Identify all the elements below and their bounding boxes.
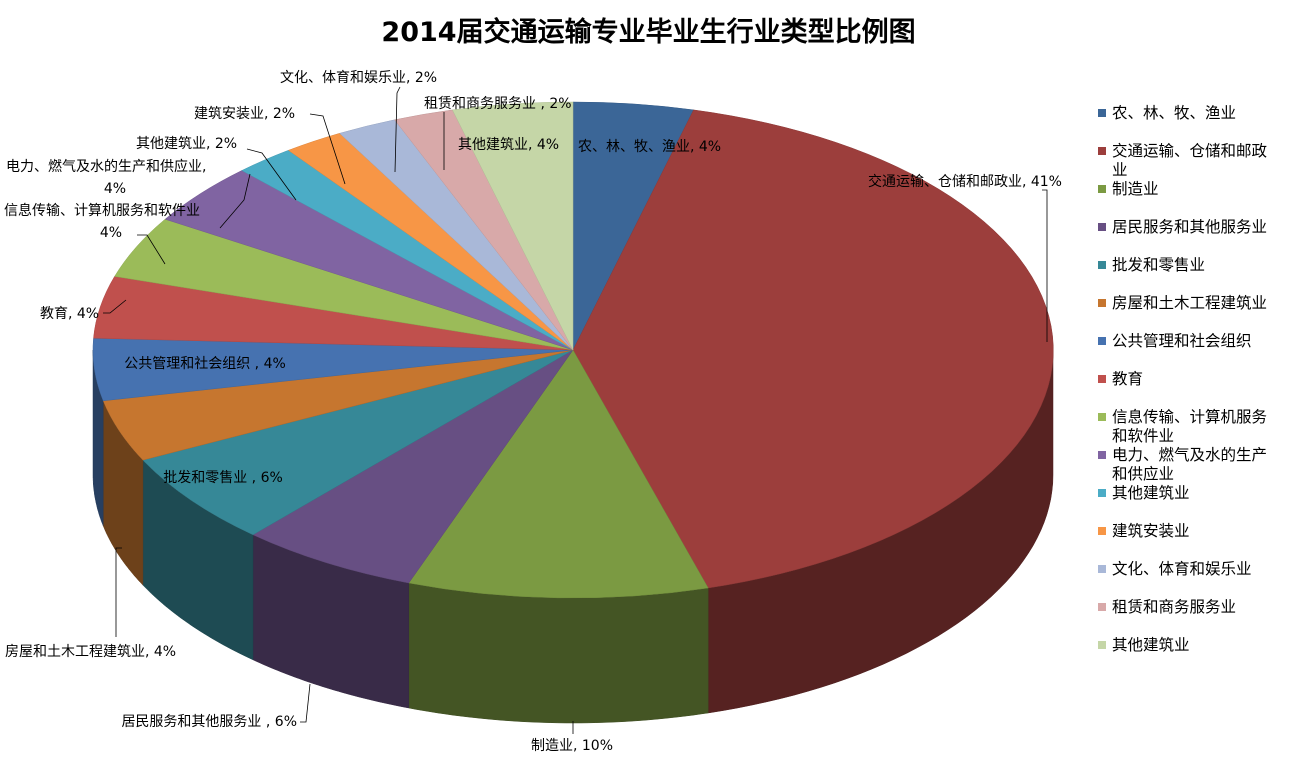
slice-label-13: 文化、体育和娱乐业, 2% — [280, 70, 437, 86]
slice-label-3: 制造业, 10% — [531, 738, 613, 754]
legend-label: 文化、体育和娱乐业 — [1112, 560, 1292, 579]
legend-swatch — [1098, 375, 1106, 383]
legend-label-line: 批发和零售业 — [1112, 256, 1206, 274]
slice-label-5: 批发和零售业 , 6% — [163, 470, 283, 486]
leader-line-10 — [219, 173, 251, 229]
slice-label-10-line-1: 电力、燃气及水的生产和供应业, — [6, 158, 206, 175]
legend-swatch — [1098, 641, 1106, 649]
slice-label-9-line-2: 4% — [100, 225, 122, 241]
leader-line-12 — [309, 113, 346, 185]
legend-label: 电力、燃气及水的生产 和供应业 — [1112, 446, 1292, 484]
legend-label: 批发和零售业 — [1112, 256, 1292, 275]
legend-swatch — [1098, 565, 1106, 573]
leader-line-11 — [246, 148, 297, 201]
legend-swatch — [1098, 527, 1106, 535]
chart-title: 2014届交通运输专业毕业生行业类型比例图 — [381, 17, 916, 48]
legend-label-line: 农、林、牧、渔业 — [1112, 104, 1237, 122]
legend-swatch — [1098, 261, 1106, 269]
legend-label-line: 居民服务和其他服务业 — [1112, 218, 1268, 236]
legend-label: 其他建筑业 — [1112, 484, 1292, 503]
slice-label-12: 建筑安装业, 2% — [194, 106, 295, 122]
leader-lines — [103, 86, 1048, 734]
legend-label-line: 其他建筑业 — [1112, 484, 1190, 502]
slice-label-9-line-1: 信息传输、计算机服务和软件业 — [4, 202, 200, 219]
legend-label: 租赁和商务服务业 — [1112, 598, 1292, 617]
legend-label-line: 其他建筑业 — [1112, 636, 1190, 654]
legend-label-line: 和软件业 — [1112, 427, 1175, 445]
leader-line-8 — [103, 299, 127, 314]
leader-line-9 — [137, 234, 166, 265]
slice-label-14: 租赁和商务服务业 , 2% — [424, 96, 572, 112]
slice-label-2: 交通运输、仓储和邮政业, 41% — [868, 173, 1062, 190]
slice-label-7: 公共管理和社会组织 , 4% — [124, 356, 286, 372]
slice-label-8: 教育, 4% — [40, 306, 99, 322]
pie-sides — [92, 349, 1054, 724]
legend-label-line: 制造业 — [1112, 180, 1159, 198]
leader-line-13 — [394, 86, 401, 173]
slice-label-11: 其他建筑业, 2% — [136, 136, 237, 152]
slice-label-6: 房屋和土木工程建筑业, 4% — [5, 644, 176, 660]
legend-swatch — [1098, 109, 1106, 117]
legend-label-line: 教育 — [1112, 370, 1144, 388]
pie-slice-5 — [142, 349, 574, 536]
legend-label-line: 建筑安装业 — [1112, 522, 1190, 540]
legend-label: 信息传输、计算机服务 和软件业 — [1112, 408, 1292, 446]
leader-line-2 — [1042, 189, 1048, 342]
legend-label-line: 和供应业 — [1112, 465, 1175, 483]
pie-slice-15 — [452, 101, 574, 351]
legend-label: 居民服务和其他服务业 — [1112, 218, 1292, 237]
legend-swatch — [1098, 413, 1106, 421]
legend-label-line: 业 — [1112, 161, 1128, 179]
pie-slice-2 — [572, 109, 1054, 589]
pie-slices — [92, 101, 1054, 599]
legend-swatch — [1098, 147, 1106, 155]
legend-label-line: 公共管理和社会组织 — [1112, 332, 1252, 350]
legend-label: 公共管理和社会组织 — [1112, 332, 1292, 351]
legend-label-line: 电力、燃气及水的生产 — [1112, 446, 1268, 464]
legend-swatch — [1098, 489, 1106, 497]
legend-label: 其他建筑业 — [1112, 636, 1292, 655]
pie-slice-4 — [252, 349, 574, 584]
legend-swatch — [1098, 299, 1106, 307]
slice-labels: 农、林、牧、渔业, 4% 交通运输、仓储和邮政业, 41% 制造业, 10% 居民服务… — [4, 70, 1062, 754]
legend-swatch — [1098, 603, 1106, 611]
legend-label: 建筑安装业 — [1112, 522, 1292, 541]
legend-label: 制造业 — [1112, 180, 1292, 199]
legend-label-line: 信息传输、计算机服务 — [1112, 408, 1268, 426]
legend-label-line: 租赁和商务服务业 — [1112, 598, 1237, 616]
slice-label-4: 居民服务和其他服务业 , 6% — [121, 714, 297, 730]
legend-label: 房屋和土木工程建筑业 — [1112, 294, 1292, 313]
legend-label: 交通运输、仓储和邮政业 — [1112, 142, 1292, 180]
legend-label-line: 文化、体育和娱乐业 — [1112, 560, 1252, 578]
legend-label: 教育 — [1112, 370, 1292, 389]
leader-line-4 — [300, 683, 311, 723]
slice-label-1: 农、林、牧、渔业, 4% — [578, 139, 721, 155]
legend-swatch — [1098, 223, 1106, 231]
leader-line-6 — [115, 547, 122, 637]
legend-swatch — [1098, 185, 1106, 193]
legend-label-line: 房屋和土木工程建筑业 — [1112, 294, 1268, 312]
slice-label-10-line-2: 4% — [104, 181, 126, 197]
legend-swatch — [1098, 337, 1106, 345]
pie-slice-3 — [408, 349, 709, 599]
legend-label-line: 交通运输、仓储和邮政 — [1112, 142, 1268, 160]
legend-swatch — [1098, 451, 1106, 459]
slice-side-3 — [408, 582, 709, 724]
slice-label-15: 其他建筑业, 4% — [458, 137, 559, 153]
legend-label: 农、林、牧、渔业 — [1112, 104, 1292, 123]
